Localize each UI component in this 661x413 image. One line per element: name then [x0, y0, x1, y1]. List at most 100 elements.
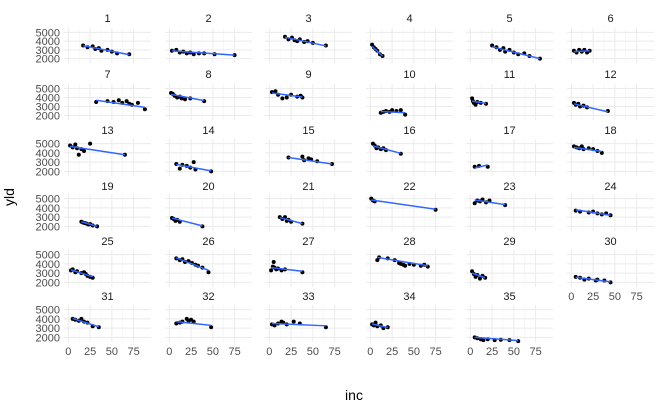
panel-background — [64, 194, 151, 231]
panel-background — [366, 28, 453, 63]
data-point — [373, 320, 378, 325]
facet-label: 17 — [503, 125, 515, 137]
facet-label: 12 — [604, 69, 616, 81]
y-axis-title: yld — [1, 188, 17, 206]
x-tick-label: 50 — [106, 346, 118, 358]
facet-panel-17: 17 — [466, 125, 553, 176]
facet-label: 4 — [406, 13, 412, 25]
facet-panel-33: 33 0 25 50 75 — [265, 291, 352, 358]
panel-background — [165, 194, 252, 231]
facet-label: 10 — [403, 69, 415, 81]
facet-label: 19 — [101, 181, 113, 193]
facet-panel-3: 3 — [265, 13, 352, 63]
panel-background — [466, 139, 553, 176]
x-tick-label: 50 — [408, 346, 420, 358]
x-tick-label: 0 — [568, 291, 574, 303]
fit-line — [170, 93, 205, 102]
data-point — [403, 263, 408, 268]
panel-background — [165, 28, 252, 63]
panel-background — [265, 194, 352, 231]
data-point — [206, 270, 211, 275]
x-tick-label: 75 — [429, 346, 441, 358]
facet-panel-9: 9 — [265, 69, 352, 120]
panel-background — [64, 305, 151, 342]
fit-line — [69, 145, 126, 156]
panel-background — [366, 194, 453, 231]
facet-label: 8 — [205, 69, 211, 81]
data-point — [472, 201, 477, 206]
data-point — [291, 319, 296, 324]
y-tick-label: 3000 — [36, 102, 60, 114]
fit-line — [474, 336, 519, 342]
fit-line — [372, 145, 401, 155]
fit-line — [573, 146, 602, 153]
fit-line — [82, 44, 130, 56]
x-tick-label: 50 — [207, 346, 219, 358]
panel-background — [64, 250, 151, 287]
facet-panel-14: 14 — [165, 125, 252, 176]
facet-label: 34 — [403, 291, 415, 303]
facet-panel-28: 28 — [366, 236, 453, 287]
facet-label: 21 — [302, 181, 314, 193]
facet-label: 1 — [104, 13, 110, 25]
facet-panel-6: 6 — [567, 13, 654, 63]
facet-label: 5 — [506, 13, 512, 25]
facet-panel-24: 24 — [567, 181, 654, 231]
facet-panel-32: 32 0 25 50 75 — [165, 291, 252, 358]
fit-line — [171, 50, 235, 56]
data-point — [88, 141, 93, 146]
facet-panel-12: 12 — [567, 69, 654, 120]
facet-panel-16: 16 — [366, 125, 453, 176]
x-axis-title: inc — [345, 387, 363, 403]
facet-label: 15 — [302, 125, 314, 137]
panel-background — [265, 84, 352, 120]
data-point — [209, 325, 214, 330]
fit-line — [575, 276, 611, 283]
data-point — [269, 268, 274, 273]
data-point — [179, 96, 184, 101]
y-tick-label: 4000 — [36, 203, 60, 215]
data-point — [124, 99, 129, 104]
facet-label: 20 — [202, 181, 214, 193]
y-tick-label: 5000 — [36, 194, 60, 206]
facet-label: 6 — [607, 13, 613, 25]
panel-background — [265, 28, 352, 63]
data-point — [284, 95, 289, 100]
y-tick-label: 3000 — [36, 157, 60, 169]
panel-background — [366, 84, 453, 120]
fit-line — [279, 216, 303, 225]
panel-background — [567, 84, 654, 120]
x-tick-label: 0 — [367, 346, 373, 358]
fit-line — [96, 99, 146, 109]
facet-label: 32 — [202, 291, 214, 303]
data-point — [191, 160, 196, 165]
facet-label: 29 — [503, 236, 515, 248]
facet-label: 27 — [302, 236, 314, 248]
facet-label: 30 — [604, 236, 616, 248]
y-tick-label: 3000 — [36, 212, 60, 224]
fit-line — [491, 46, 541, 60]
facet-panel-30: 30 0 25 50 75 — [567, 236, 654, 303]
facet-label: 23 — [503, 181, 515, 193]
fit-line — [380, 110, 406, 114]
facet-panel-2: 2 — [165, 13, 252, 63]
y-tick-label: 2000 — [36, 166, 60, 178]
data-point — [169, 48, 174, 53]
data-point — [82, 149, 87, 154]
fit-line — [371, 199, 436, 211]
facet-label: 33 — [302, 291, 314, 303]
data-point — [116, 98, 121, 103]
fit-line — [176, 320, 212, 327]
facet-label: 31 — [101, 291, 113, 303]
facet-panel-35: 35 0 25 50 75 — [466, 291, 553, 358]
fit-line — [271, 92, 303, 98]
fit-line — [271, 322, 326, 327]
facet-panel-21: 21 — [265, 181, 352, 231]
panel-background — [466, 250, 553, 287]
x-tick-label: 0 — [467, 346, 473, 358]
panel-background — [64, 139, 151, 176]
facet-panel-11: 11 — [466, 69, 553, 120]
